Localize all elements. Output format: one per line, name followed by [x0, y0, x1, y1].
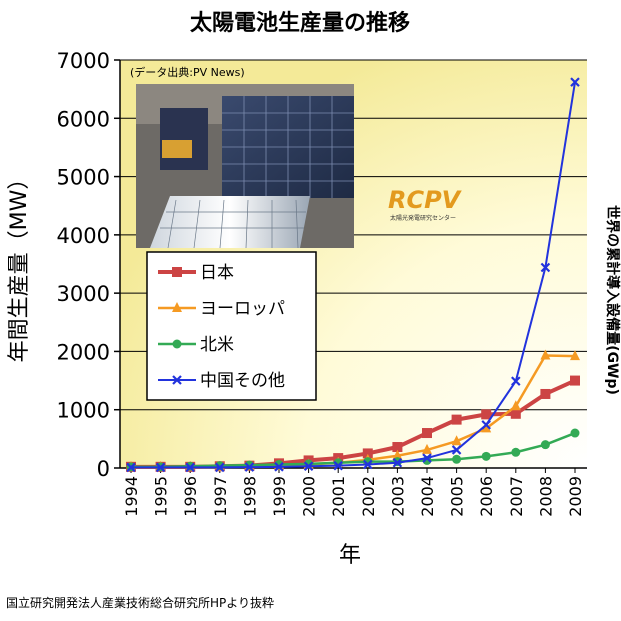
- data-point: [215, 462, 225, 473]
- data-point: [333, 460, 343, 471]
- x-tick-label: 1998: [240, 476, 259, 517]
- y-tick-label: 2000: [57, 340, 110, 364]
- series-line: [131, 81, 576, 469]
- series-3: [126, 77, 580, 473]
- y-tick-label: 3000: [57, 282, 110, 306]
- data-point: [303, 461, 314, 472]
- data-point: [451, 435, 462, 446]
- x-tick-label: 2003: [388, 476, 407, 517]
- data-point: [540, 349, 551, 360]
- source-note: (データ出典:PV News): [130, 65, 245, 79]
- footer-note: 国立研究開発法人産業技術総合研究所HPより抜粋: [6, 596, 275, 610]
- data-point: [510, 408, 521, 419]
- data-point: [481, 409, 492, 420]
- x-tick-label: 2007: [507, 476, 526, 517]
- data-point: [570, 375, 580, 386]
- legend-label: ヨーロッパ: [200, 299, 285, 319]
- legend-item: 北米: [158, 335, 234, 355]
- data-point: [511, 447, 521, 457]
- y-tick-label: 4000: [57, 224, 110, 248]
- x-tick-label: 2001: [329, 476, 348, 517]
- x-tick-label: 2005: [448, 476, 467, 517]
- x-tick-label: 1996: [181, 476, 200, 517]
- chart-title: 太陽電池生産量の推移: [190, 10, 410, 36]
- data-point: [392, 442, 403, 453]
- right-axis-label: 世界の累計導入設備量(GWp): [604, 205, 621, 395]
- data-point: [481, 422, 492, 433]
- data-point: [451, 445, 462, 455]
- legend-marker: [172, 339, 182, 349]
- data-point: [570, 350, 580, 361]
- data-point: [422, 443, 432, 454]
- legend-label: 中国その他: [200, 371, 285, 391]
- legend-item: 中国その他: [158, 371, 285, 391]
- legend-marker: [172, 375, 182, 385]
- y-tick-label: 1000: [57, 399, 110, 423]
- legend-label: 日本: [200, 263, 234, 283]
- y-tick-label: 7000: [57, 49, 110, 73]
- data-point: [510, 400, 521, 411]
- x-tick-label: 2008: [536, 476, 555, 517]
- data-point: [392, 449, 403, 460]
- data-point: [274, 462, 284, 472]
- x-tick-label: 2006: [477, 476, 496, 517]
- x-tick-label: 1994: [122, 476, 141, 517]
- data-point: [451, 414, 462, 425]
- y-axis-label: 年間生産量（MW）: [7, 168, 32, 363]
- data-point: [362, 448, 373, 459]
- data-point: [540, 262, 551, 273]
- legend-marker: [172, 302, 182, 312]
- x-tick-label: 1997: [211, 476, 230, 517]
- x-tick-label: 2000: [300, 476, 319, 517]
- data-point: [511, 376, 521, 386]
- series-layer: [126, 77, 580, 473]
- legend-item: 日本: [158, 263, 234, 283]
- x-tick-label: 1995: [152, 476, 171, 517]
- legend-item: ヨーロッパ: [158, 299, 285, 319]
- x-tick-label: 2004: [418, 476, 437, 517]
- data-point: [540, 440, 550, 450]
- x-tick-label: 1999: [270, 476, 289, 517]
- legend-marker: [172, 267, 182, 277]
- data-point: [481, 420, 491, 430]
- data-point: [244, 462, 255, 472]
- x-tick-label: 2009: [566, 476, 585, 517]
- y-tick-label: 0: [97, 457, 110, 481]
- series-line: [131, 431, 576, 469]
- y-tick-label: 6000: [57, 107, 110, 131]
- y-tick-labels: 0 1000 2000 3000 4000 5000 6000 7000: [57, 49, 120, 481]
- y-tick-label: 5000: [57, 166, 110, 190]
- data-point: [363, 459, 373, 470]
- photo-inset: [136, 84, 354, 249]
- data-point: [570, 428, 580, 438]
- data-point: [422, 428, 432, 439]
- data-point: [185, 462, 195, 473]
- x-axis-label: 年: [339, 543, 361, 568]
- logo-subtitle: 太陽光発電研究センター: [390, 214, 456, 222]
- data-point: [126, 462, 136, 473]
- x-tick-label: 2002: [359, 476, 378, 517]
- logo-text: RCPV: [388, 186, 463, 214]
- data-point: [452, 454, 462, 464]
- data-point: [155, 462, 166, 473]
- legend-label: 北米: [200, 335, 234, 355]
- data-point: [422, 453, 432, 463]
- data-point: [481, 451, 491, 461]
- data-point: [540, 388, 551, 399]
- x-tick-labels: 1994 1995 1996 1997 1998 1999 2000 2001 2002 2003…: [122, 468, 585, 517]
- rcpv-logo: RCPV 太陽光発電研究センター: [388, 186, 463, 222]
- data-point: [570, 77, 580, 87]
- data-point: [392, 457, 403, 468]
